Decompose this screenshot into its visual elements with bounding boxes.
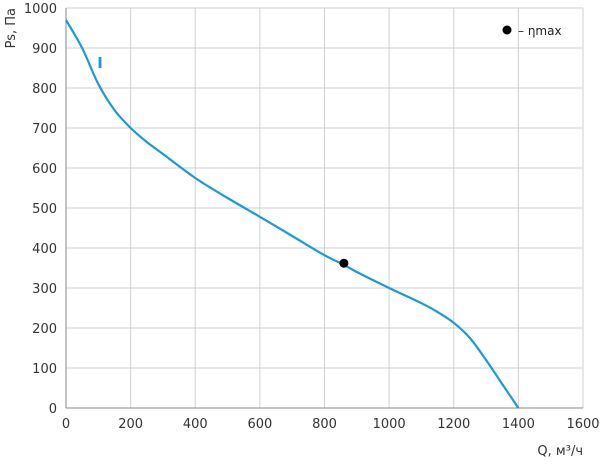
y-tick-label: 500 (32, 202, 57, 217)
legend-marker (502, 25, 512, 35)
y-axis-title: Ps, Па (4, 8, 19, 48)
series (65, 19, 520, 409)
x-tick-label: 400 (183, 417, 208, 432)
x-tick-label: 1200 (437, 417, 470, 432)
legend: – ηmax (502, 24, 562, 38)
y-tick-label: 300 (32, 282, 57, 297)
y-tick-label: 800 (32, 82, 57, 97)
y-tick-label: 0 (49, 402, 57, 417)
y-tick-label: 700 (32, 122, 57, 137)
x-axis-title: Q, м³/ч (537, 444, 583, 459)
x-tick-label: 0 (62, 417, 70, 432)
x-tick-label: 800 (312, 417, 337, 432)
x-tick-label: 1000 (373, 417, 406, 432)
markers (339, 258, 349, 268)
y-tick-label: 600 (32, 162, 57, 177)
x-tick-label: 600 (247, 417, 272, 432)
axes: 0 200 400 600 800 1000 1200 1400 1600 0 100 200 300 4… (24, 2, 600, 432)
y-tick-label: 400 (32, 242, 57, 257)
y-tick-label: 100 (32, 362, 57, 377)
x-tick-label: 200 (118, 417, 143, 432)
legend-label: – ηmax (518, 24, 562, 38)
y-tick-label: 900 (32, 42, 57, 57)
eta-max-marker (339, 258, 349, 268)
y-tick-label: 200 (32, 322, 57, 337)
series-label: I (97, 54, 103, 72)
series-line-I (65, 19, 520, 409)
y-tick-label: 1000 (24, 2, 57, 17)
grid (66, 7, 584, 408)
x-tick-label: 1400 (502, 417, 535, 432)
x-tick-label: 1600 (566, 417, 599, 432)
